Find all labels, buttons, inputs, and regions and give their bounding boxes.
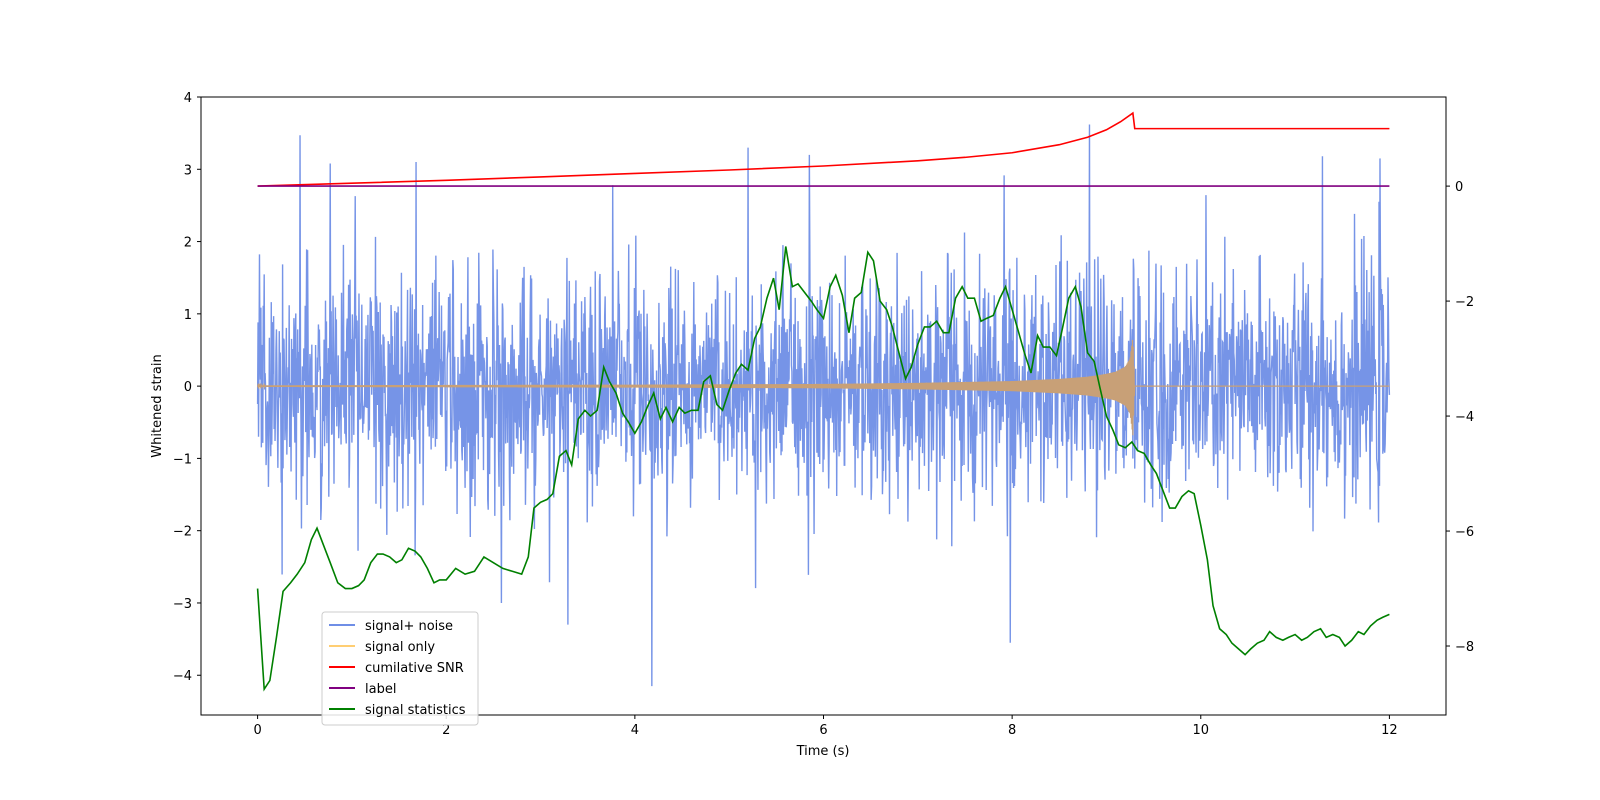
x-axis-label: Time (s) <box>796 744 850 759</box>
y2-tick-label: −2 <box>1455 295 1474 310</box>
x-tick-label: 8 <box>1008 723 1016 738</box>
y2-tick-label: −6 <box>1455 525 1474 540</box>
y-tick-label: 3 <box>184 163 192 178</box>
y2-tick-label: 0 <box>1455 180 1463 195</box>
x-tick-label: 2 <box>442 723 450 738</box>
y-tick-label: −4 <box>173 669 192 684</box>
series-cumilative-snr-line <box>257 111 1390 187</box>
series-signal-noise-line <box>256 124 1391 687</box>
y-tick-label: −1 <box>173 452 192 467</box>
legend-box <box>321 611 479 726</box>
legend-label: label <box>365 682 396 697</box>
y2-axis-ticks: 0 −2 −4 −6 −8 <box>1446 180 1474 655</box>
series-signal-only-line <box>257 339 1390 436</box>
y-tick-label: 0 <box>184 380 192 395</box>
plot-series-layer <box>256 111 1391 692</box>
y2-tick-label: −4 <box>1455 410 1474 425</box>
y-axis-ticks: 4 3 2 1 0 −1 −2 −3 −4 <box>173 91 201 684</box>
legend-label: signal statistics <box>365 703 466 718</box>
x-tick-label: 6 <box>819 723 827 738</box>
x-tick-label: 10 <box>1192 723 1209 738</box>
y-tick-label: 4 <box>184 91 192 106</box>
legend-label: signal+ noise <box>365 619 453 634</box>
legend: signal+ noise signal only cumilative SNR la… <box>321 611 479 726</box>
y-axis-label: Whitened strain <box>150 354 165 457</box>
legend-label: signal only <box>365 640 435 655</box>
y-tick-label: 1 <box>184 308 192 323</box>
x-tick-label: 12 <box>1381 723 1398 738</box>
legend-label: cumilative SNR <box>365 661 464 676</box>
x-tick-label: 0 <box>253 723 261 738</box>
y-tick-label: −3 <box>173 597 192 612</box>
y-tick-label: 2 <box>184 236 192 251</box>
x-tick-label: 4 <box>631 723 639 738</box>
y2-tick-label: −8 <box>1455 640 1474 655</box>
series-signal-statistics-line <box>256 246 1390 692</box>
y-tick-label: −2 <box>173 525 192 540</box>
